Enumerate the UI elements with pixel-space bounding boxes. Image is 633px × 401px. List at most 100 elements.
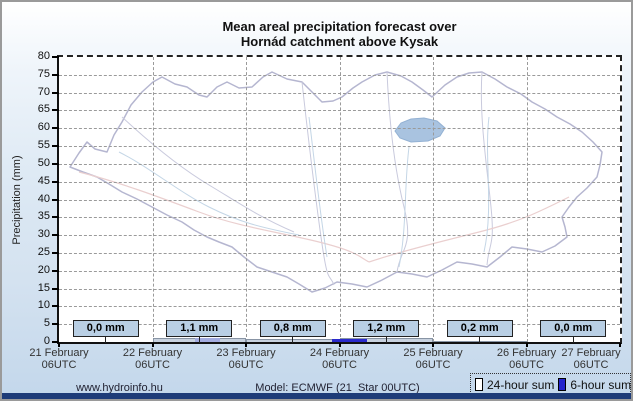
x-tick-label: 21 February 06UTC	[17, 347, 101, 371]
y-tick-label: 40	[37, 192, 50, 205]
chart-title-line1: Mean areal precipitation forecast over	[222, 19, 457, 34]
v-gridline	[152, 57, 154, 342]
y-tick-mark	[52, 180, 59, 183]
x-tick-time: 06UTC	[228, 359, 264, 371]
bar-6h-sum	[332, 339, 367, 342]
x-tick-label: 24 February 06UTC	[298, 347, 382, 371]
x-tick-label: 25 February 06UTC	[391, 347, 475, 371]
y-tick-label: 35	[37, 210, 50, 223]
daily-sum-connector	[105, 336, 107, 343]
y-tick-mark	[52, 73, 59, 76]
y-tick-label: 65	[37, 103, 50, 116]
y-tick-mark	[52, 216, 59, 219]
x-tick-label: 23 February 06UTC	[204, 347, 288, 371]
y-tick-mark	[52, 162, 59, 165]
y-tick-mark	[52, 234, 59, 237]
daily-sum-label: 0,2 mm	[446, 320, 513, 337]
y-tick-mark	[52, 109, 59, 112]
plot-inner	[59, 57, 620, 342]
y-tick-mark	[52, 305, 59, 308]
y-tick-mark	[52, 341, 59, 343]
plot-area	[57, 55, 622, 344]
y-tick-mark	[52, 127, 59, 130]
x-tick-time: 06UTC	[573, 359, 609, 371]
x-tick-mark	[58, 343, 60, 347]
x-tick-time: 06UTC	[322, 359, 357, 371]
x-tick-date: 22 February	[122, 347, 183, 359]
stream-line	[483, 116, 490, 253]
subcatchment-line	[301, 81, 335, 286]
footer-bar	[2, 393, 631, 399]
y-tick-mark	[52, 323, 59, 326]
y-tick-mark	[52, 91, 59, 94]
y-tick-mark	[52, 56, 59, 58]
y-tick-mark	[52, 198, 59, 201]
stream-line	[308, 116, 328, 258]
y-tick-mark	[52, 269, 59, 272]
lake-shape	[394, 117, 446, 143]
x-tick-mark	[619, 343, 621, 347]
legend-label-6h: 6-hour sum	[570, 377, 632, 392]
y-tick-label: 15	[37, 281, 50, 294]
y-tick-label: 20	[37, 263, 50, 276]
x-tick-mark	[245, 343, 247, 347]
model-info: Model: ECMWF (21 Star 00UTC)	[255, 382, 420, 394]
subcatchment-line	[480, 71, 493, 266]
legend-label-24h: 24-hour sum	[487, 377, 555, 392]
daily-sum-label: 1,2 mm	[353, 320, 420, 337]
y-tick-label: 5	[43, 317, 50, 330]
v-gridline	[339, 57, 341, 342]
legend-swatch-24h-icon	[475, 378, 483, 391]
v-gridline	[526, 57, 528, 342]
y-tick-label: 75	[37, 67, 50, 80]
x-tick-mark	[338, 343, 341, 347]
daily-sum-connector	[572, 336, 574, 343]
x-tick-mark	[151, 343, 154, 347]
daily-sum-label: 1,1 mm	[166, 320, 233, 337]
daily-sum-connector	[292, 336, 294, 343]
daily-sum-label: 0,0 mm	[72, 320, 139, 337]
y-tick-label: 30	[37, 228, 50, 241]
y-tick-mark	[52, 287, 59, 290]
x-tick-label: 22 February 06UTC	[111, 347, 195, 371]
x-tick-date: 21 February	[29, 347, 89, 359]
y-tick-label: 80	[37, 50, 50, 62]
x-tick-mark	[525, 343, 528, 347]
x-tick-date: 27 February	[561, 347, 621, 359]
y-tick-label: 0	[43, 335, 50, 347]
x-tick-time: 06UTC	[509, 359, 544, 371]
daily-sum-connector	[385, 336, 387, 343]
x-tick-mark	[432, 343, 434, 347]
daily-sum-connector	[198, 336, 200, 343]
x-tick-date: 25 February	[403, 347, 463, 359]
y-tick-label: 10	[37, 299, 50, 312]
daily-sum-label: 0,0 mm	[540, 320, 607, 337]
legend-swatch-6h-icon	[558, 378, 567, 391]
catchment-outline	[69, 71, 603, 293]
y-tick-label: 45	[37, 174, 50, 187]
y-tick-label: 50	[37, 156, 50, 169]
catchment-map	[69, 71, 603, 293]
daily-sum-label: 0,8 mm	[259, 320, 326, 337]
stream-line	[118, 151, 300, 236]
y-tick-mark	[52, 145, 59, 148]
website-link: www.hydroinfo.hu	[76, 382, 163, 394]
v-gridline	[433, 57, 434, 342]
x-tick-date: 23 February	[216, 347, 276, 359]
x-tick-time: 06UTC	[415, 359, 451, 371]
y-tick-label: 25	[37, 245, 50, 258]
x-tick-label: 26 February 06UTC	[485, 347, 569, 371]
y-tick-label: 60	[37, 121, 50, 134]
chart-title-line2: Hornád catchment above Kysak	[240, 34, 439, 49]
x-tick-date: 26 February	[496, 347, 557, 359]
subcatchment-line	[386, 71, 409, 273]
river-line	[78, 171, 370, 263]
bar-6h-sum	[194, 338, 220, 342]
y-tick-label: 70	[37, 85, 50, 98]
y-tick-label: 55	[37, 139, 50, 152]
x-tick-date: 24 February	[309, 347, 370, 359]
x-tick-time: 06UTC	[135, 359, 170, 371]
v-gridline	[246, 57, 247, 342]
daily-sum-connector	[479, 336, 481, 343]
